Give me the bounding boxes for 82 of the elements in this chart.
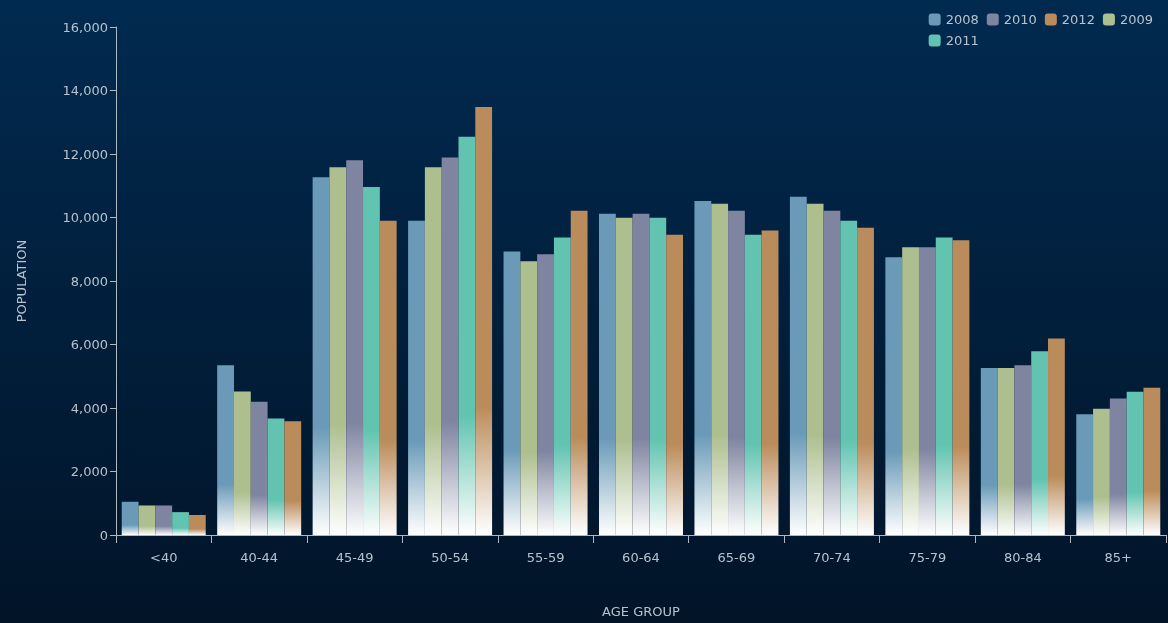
legend-label: 2011 [945, 33, 979, 48]
bar [649, 217, 667, 535]
bar [379, 220, 397, 535]
x-tick-label: 75-79 [908, 550, 947, 565]
legend-label: 2008 [945, 12, 979, 27]
bar [570, 210, 588, 535]
bar [408, 220, 425, 535]
bar [121, 501, 139, 535]
bar [363, 187, 380, 535]
bar [1126, 391, 1144, 535]
x-tick-label: 70-74 [813, 550, 851, 565]
bar [789, 196, 807, 535]
bar [475, 107, 493, 535]
bar [346, 160, 364, 535]
bar [694, 200, 712, 535]
bar [217, 365, 234, 535]
bar [885, 257, 903, 535]
bar [553, 237, 571, 535]
bar [1109, 398, 1127, 535]
bar [503, 251, 521, 535]
bar [806, 203, 824, 535]
bar [711, 203, 729, 535]
bar [997, 368, 1015, 535]
bar [284, 421, 302, 535]
legend-label: 2010 [1003, 12, 1037, 27]
bar [424, 167, 442, 535]
legend-label: 2009 [1119, 12, 1154, 27]
bar [1014, 365, 1032, 535]
bar [744, 234, 762, 535]
x-tick-label: 60-64 [622, 550, 660, 565]
y-tick-label: 2,000 [70, 464, 108, 479]
legend-label: 2012 [1061, 12, 1095, 27]
y-axis-title: POPULATION [14, 239, 29, 323]
bar [1093, 408, 1110, 535]
bar [441, 157, 459, 535]
y-tick-label: 14,000 [62, 83, 108, 98]
bar [520, 261, 538, 535]
x-tick-label: 55-59 [526, 550, 565, 565]
bar [840, 220, 858, 535]
bar [823, 210, 841, 535]
bar [918, 247, 936, 535]
y-tick-label: 8,000 [70, 273, 108, 289]
bar [267, 418, 285, 535]
bar [1143, 387, 1161, 535]
bar [172, 512, 189, 535]
bar [632, 213, 650, 535]
bar [1076, 414, 1094, 535]
bar [935, 237, 953, 535]
x-tick-label: 45-49 [335, 550, 374, 565]
y-tick-label: 6,000 [70, 337, 108, 352]
x-tick-label: 40-44 [240, 550, 279, 565]
bar [458, 136, 476, 535]
bar [666, 234, 683, 535]
bar [980, 368, 998, 535]
bar [857, 227, 874, 535]
bar [599, 213, 616, 535]
bar [138, 505, 156, 535]
bar [728, 210, 745, 535]
bar [1048, 338, 1065, 535]
x-tick-label: 65-69 [717, 550, 756, 565]
y-tick-label: 12,000 [62, 146, 108, 162]
bar [1031, 351, 1049, 535]
bar [155, 505, 173, 535]
y-tick-label: 4,000 [70, 400, 108, 416]
bar [188, 515, 206, 535]
bar [615, 217, 633, 535]
x-tick-label: 85+ [1104, 550, 1132, 565]
bar [312, 177, 330, 535]
y-tick-label: 16,000 [62, 19, 108, 35]
bar [952, 240, 970, 535]
y-tick-label: 0 [99, 527, 108, 543]
bar [329, 167, 347, 535]
x-tick-label: 50-54 [431, 550, 469, 565]
y-tick-label: 10,000 [62, 210, 108, 225]
bar [250, 401, 268, 535]
bar [537, 254, 554, 535]
bar [761, 230, 779, 535]
x-tick-label: 80-84 [1003, 550, 1042, 565]
x-axis-title: AGE GROUP [602, 604, 681, 619]
bar [233, 391, 251, 535]
bar [902, 247, 919, 535]
x-tick-label: <40 [150, 550, 178, 565]
